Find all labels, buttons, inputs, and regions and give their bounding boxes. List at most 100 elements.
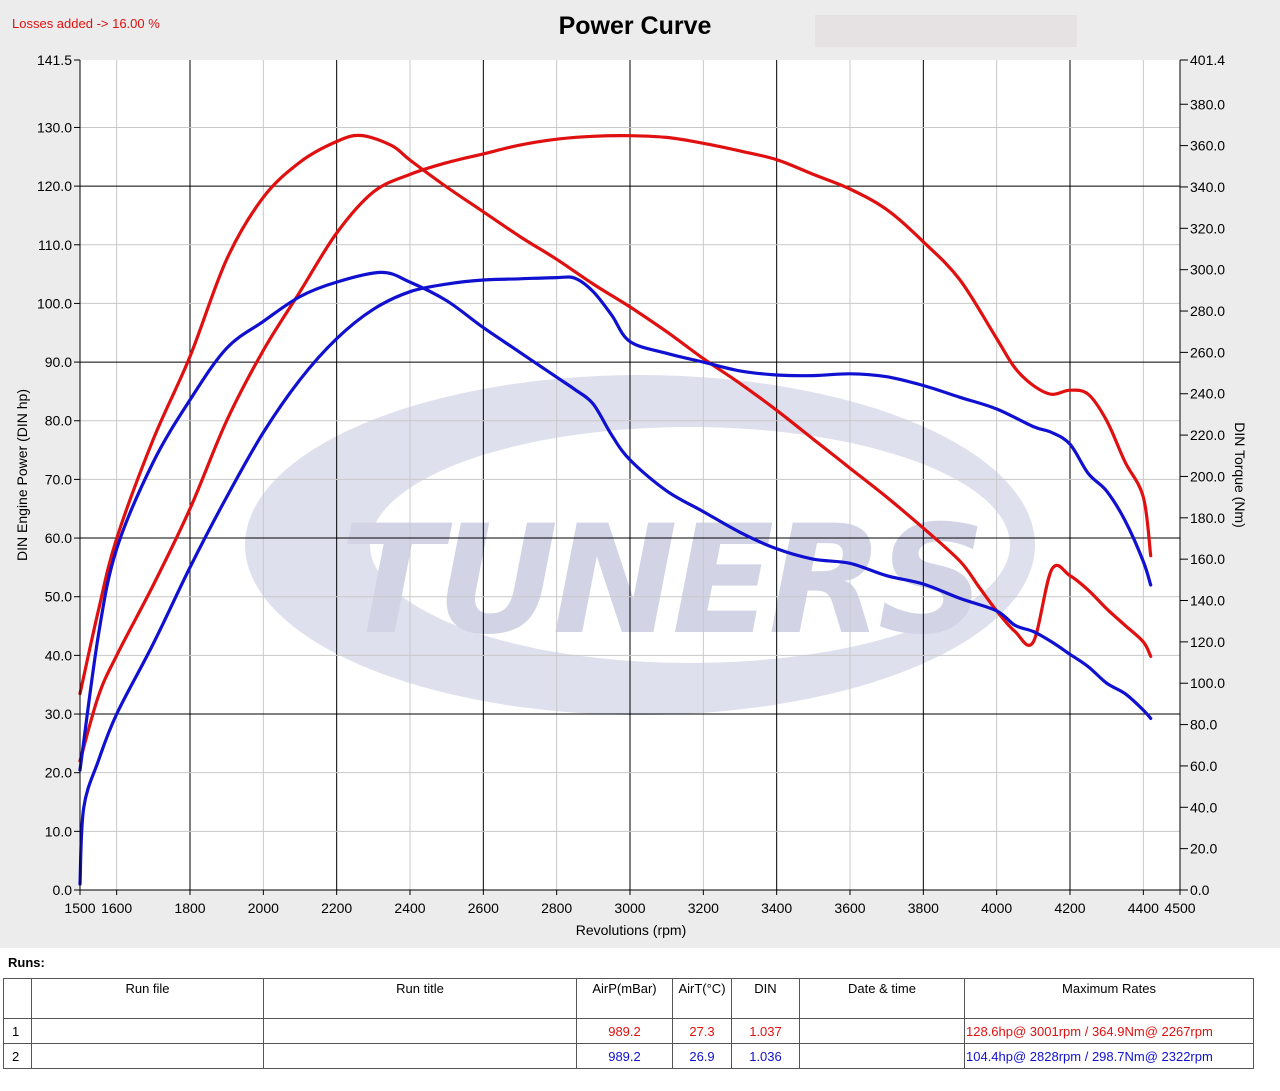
x-axis: 1500 1600 1800 2000 2200 2400 2600 2800 3000 3200… bbox=[64, 890, 1196, 916]
y2-tick-label: 280.0 bbox=[1190, 303, 1225, 319]
run-datetime bbox=[799, 1043, 965, 1069]
y2-tick-label: 300.0 bbox=[1190, 262, 1225, 278]
x-tick-label: 2200 bbox=[321, 900, 352, 916]
runs-header-row: Run file Run title AirP(mBar) AirT(°C) D… bbox=[3, 978, 1254, 1019]
y2-tick-label: 80.0 bbox=[1190, 717, 1217, 733]
y-tick-label: 30.0 bbox=[45, 706, 72, 722]
y-tick-label: 50.0 bbox=[45, 589, 72, 605]
run-airt: 26.9 bbox=[672, 1043, 732, 1069]
y2-tick-label: 200.0 bbox=[1190, 468, 1225, 484]
y-axis-label-left: DIN Engine Power (DIN hp) bbox=[14, 389, 30, 561]
series-line-run1-torque bbox=[78, 133, 1153, 696]
y-tick-label: 40.0 bbox=[45, 647, 72, 663]
run-number: 2 bbox=[3, 1043, 32, 1069]
y2-tick-label: 320.0 bbox=[1190, 220, 1225, 236]
y-tick-label: 60.0 bbox=[45, 530, 72, 546]
run-din: 1.037 bbox=[731, 1018, 800, 1044]
col-header-max-rates: Maximum Rates bbox=[964, 978, 1254, 1019]
run-max-rates: 104.4hp@ 2828rpm / 298.7Nm@ 2322rpm bbox=[964, 1043, 1254, 1069]
y-axis-left: 0.0 10.0 20.0 30.0 40.0 50.0 60.0 70.0 80.0 90.0 1… bbox=[37, 52, 80, 898]
table-row[interactable]: 2 989.2 26.9 1.036 104.4hp@ 2828rpm / 29… bbox=[3, 1043, 1254, 1069]
y-axis-right: 0.0 20.0 40.0 60.0 80.0 100.0 120.0 140.0 160.0 1… bbox=[1180, 52, 1225, 898]
x-tick-label: 4400 bbox=[1128, 900, 1159, 916]
chart-title: Power Curve bbox=[558, 12, 712, 40]
watermark-text: TUNERS bbox=[340, 494, 980, 668]
y2-tick-label: 0.0 bbox=[1190, 882, 1210, 898]
y-tick-label: 130.0 bbox=[37, 119, 72, 135]
y-tick-label: 141.5 bbox=[37, 52, 72, 68]
run-title bbox=[263, 1043, 577, 1069]
col-header-din: DIN bbox=[731, 978, 800, 1019]
y-tick-label: 20.0 bbox=[45, 765, 72, 781]
x-tick-label: 2400 bbox=[394, 900, 425, 916]
grid bbox=[80, 60, 1180, 890]
run-airt: 27.3 bbox=[672, 1018, 732, 1044]
series-group bbox=[78, 133, 1153, 886]
x-tick-label: 4000 bbox=[981, 900, 1012, 916]
y2-tick-label: 140.0 bbox=[1190, 593, 1225, 609]
col-header-airp: AirP(mBar) bbox=[576, 978, 673, 1019]
x-tick-label: 1500 bbox=[64, 900, 95, 916]
col-header-datetime: Date & time bbox=[799, 978, 965, 1019]
run-datetime bbox=[799, 1018, 965, 1044]
y2-tick-label: 380.0 bbox=[1190, 96, 1225, 112]
y2-tick-label: 340.0 bbox=[1190, 179, 1225, 195]
col-header-airt: AirT(°C) bbox=[672, 978, 732, 1019]
run-file bbox=[31, 1018, 264, 1044]
col-header-run-title: Run title bbox=[263, 978, 577, 1019]
y2-tick-label: 100.0 bbox=[1190, 675, 1225, 691]
x-tick-label: 1600 bbox=[101, 900, 132, 916]
y2-tick-label: 60.0 bbox=[1190, 758, 1217, 774]
x-tick-label: 2600 bbox=[468, 900, 499, 916]
x-tick-label: 2000 bbox=[248, 900, 279, 916]
y-tick-label: 80.0 bbox=[45, 413, 72, 429]
watermark-logo: TUNERS bbox=[245, 375, 1035, 715]
x-tick-label: 3000 bbox=[614, 900, 645, 916]
x-tick-label: 3800 bbox=[908, 900, 939, 916]
y-tick-label: 90.0 bbox=[45, 354, 72, 370]
y2-tick-label: 160.0 bbox=[1190, 551, 1225, 567]
y2-tick-label: 360.0 bbox=[1190, 138, 1225, 154]
run-number: 1 bbox=[3, 1018, 32, 1044]
title-highlight-box bbox=[815, 15, 1077, 47]
y2-tick-label: 401.4 bbox=[1190, 52, 1225, 68]
y-tick-label: 100.0 bbox=[37, 295, 72, 311]
x-tick-label: 3200 bbox=[688, 900, 719, 916]
series-line-run2-power bbox=[78, 275, 1153, 886]
y-axis-label-right: DIN Torque (Nm) bbox=[1232, 422, 1248, 528]
y2-tick-label: 120.0 bbox=[1190, 634, 1225, 650]
y2-tick-label: 180.0 bbox=[1190, 510, 1225, 526]
col-header-run-file: Run file bbox=[31, 978, 264, 1019]
power-curve-chart: TUNERS 1500 1600 1800 2000 2200 2400 2600 2800 3… bbox=[14, 52, 1248, 938]
x-tick-label: 4200 bbox=[1054, 900, 1085, 916]
y-tick-label: 0.0 bbox=[53, 882, 73, 898]
x-tick-label: 1800 bbox=[174, 900, 205, 916]
y2-tick-label: 220.0 bbox=[1190, 427, 1225, 443]
table-row[interactable]: 1 989.2 27.3 1.037 128.6hp@ 3001rpm / 36… bbox=[3, 1018, 1254, 1044]
losses-note: Losses added -> 16.00 % bbox=[12, 16, 160, 31]
y-tick-label: 70.0 bbox=[45, 471, 72, 487]
y-tick-label: 110.0 bbox=[38, 237, 72, 253]
run-airp: 989.2 bbox=[576, 1043, 673, 1069]
x-tick-label: 4500 bbox=[1164, 900, 1195, 916]
series-line-run1-power bbox=[78, 134, 1153, 763]
x-tick-label: 2800 bbox=[541, 900, 572, 916]
y2-tick-label: 20.0 bbox=[1190, 841, 1217, 857]
run-max-rates: 128.6hp@ 3001rpm / 364.9Nm@ 2267rpm bbox=[964, 1018, 1254, 1044]
run-din: 1.036 bbox=[731, 1043, 800, 1069]
y2-tick-label: 240.0 bbox=[1190, 386, 1225, 402]
runs-table: Run file Run title AirP(mBar) AirT(°C) D… bbox=[3, 978, 1254, 1069]
x-axis-label: Revolutions (rpm) bbox=[576, 922, 686, 938]
run-title bbox=[263, 1018, 577, 1044]
x-tick-label: 3400 bbox=[761, 900, 792, 916]
col-header-num bbox=[3, 978, 32, 1019]
y2-tick-label: 260.0 bbox=[1190, 344, 1225, 360]
run-file bbox=[31, 1043, 264, 1069]
y-tick-label: 120.0 bbox=[37, 178, 72, 194]
x-tick-label: 3600 bbox=[834, 900, 865, 916]
y2-tick-label: 40.0 bbox=[1190, 799, 1217, 815]
y-tick-label: 10.0 bbox=[45, 823, 72, 839]
runs-heading: Runs: bbox=[8, 955, 45, 970]
run-airp: 989.2 bbox=[576, 1018, 673, 1044]
chart-panel: TUNERS 1500 1600 1800 2000 2200 2400 2600 2800 3… bbox=[0, 0, 1280, 948]
